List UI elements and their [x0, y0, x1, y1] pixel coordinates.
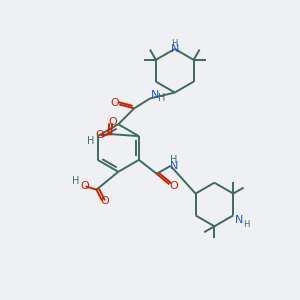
Text: H: H — [72, 176, 80, 186]
Text: N: N — [169, 161, 178, 171]
Text: O: O — [110, 98, 119, 108]
Text: N: N — [235, 215, 243, 225]
Text: O: O — [109, 117, 118, 127]
Text: O: O — [95, 130, 103, 140]
Text: H: H — [170, 155, 177, 165]
Text: H: H — [158, 94, 166, 103]
Text: O: O — [100, 196, 109, 206]
Text: O: O — [80, 181, 89, 191]
Text: H: H — [172, 38, 178, 47]
Text: H: H — [243, 220, 249, 229]
Text: O: O — [169, 181, 178, 191]
Text: H: H — [87, 136, 94, 146]
Text: N: N — [151, 89, 159, 100]
Text: N: N — [171, 44, 179, 54]
